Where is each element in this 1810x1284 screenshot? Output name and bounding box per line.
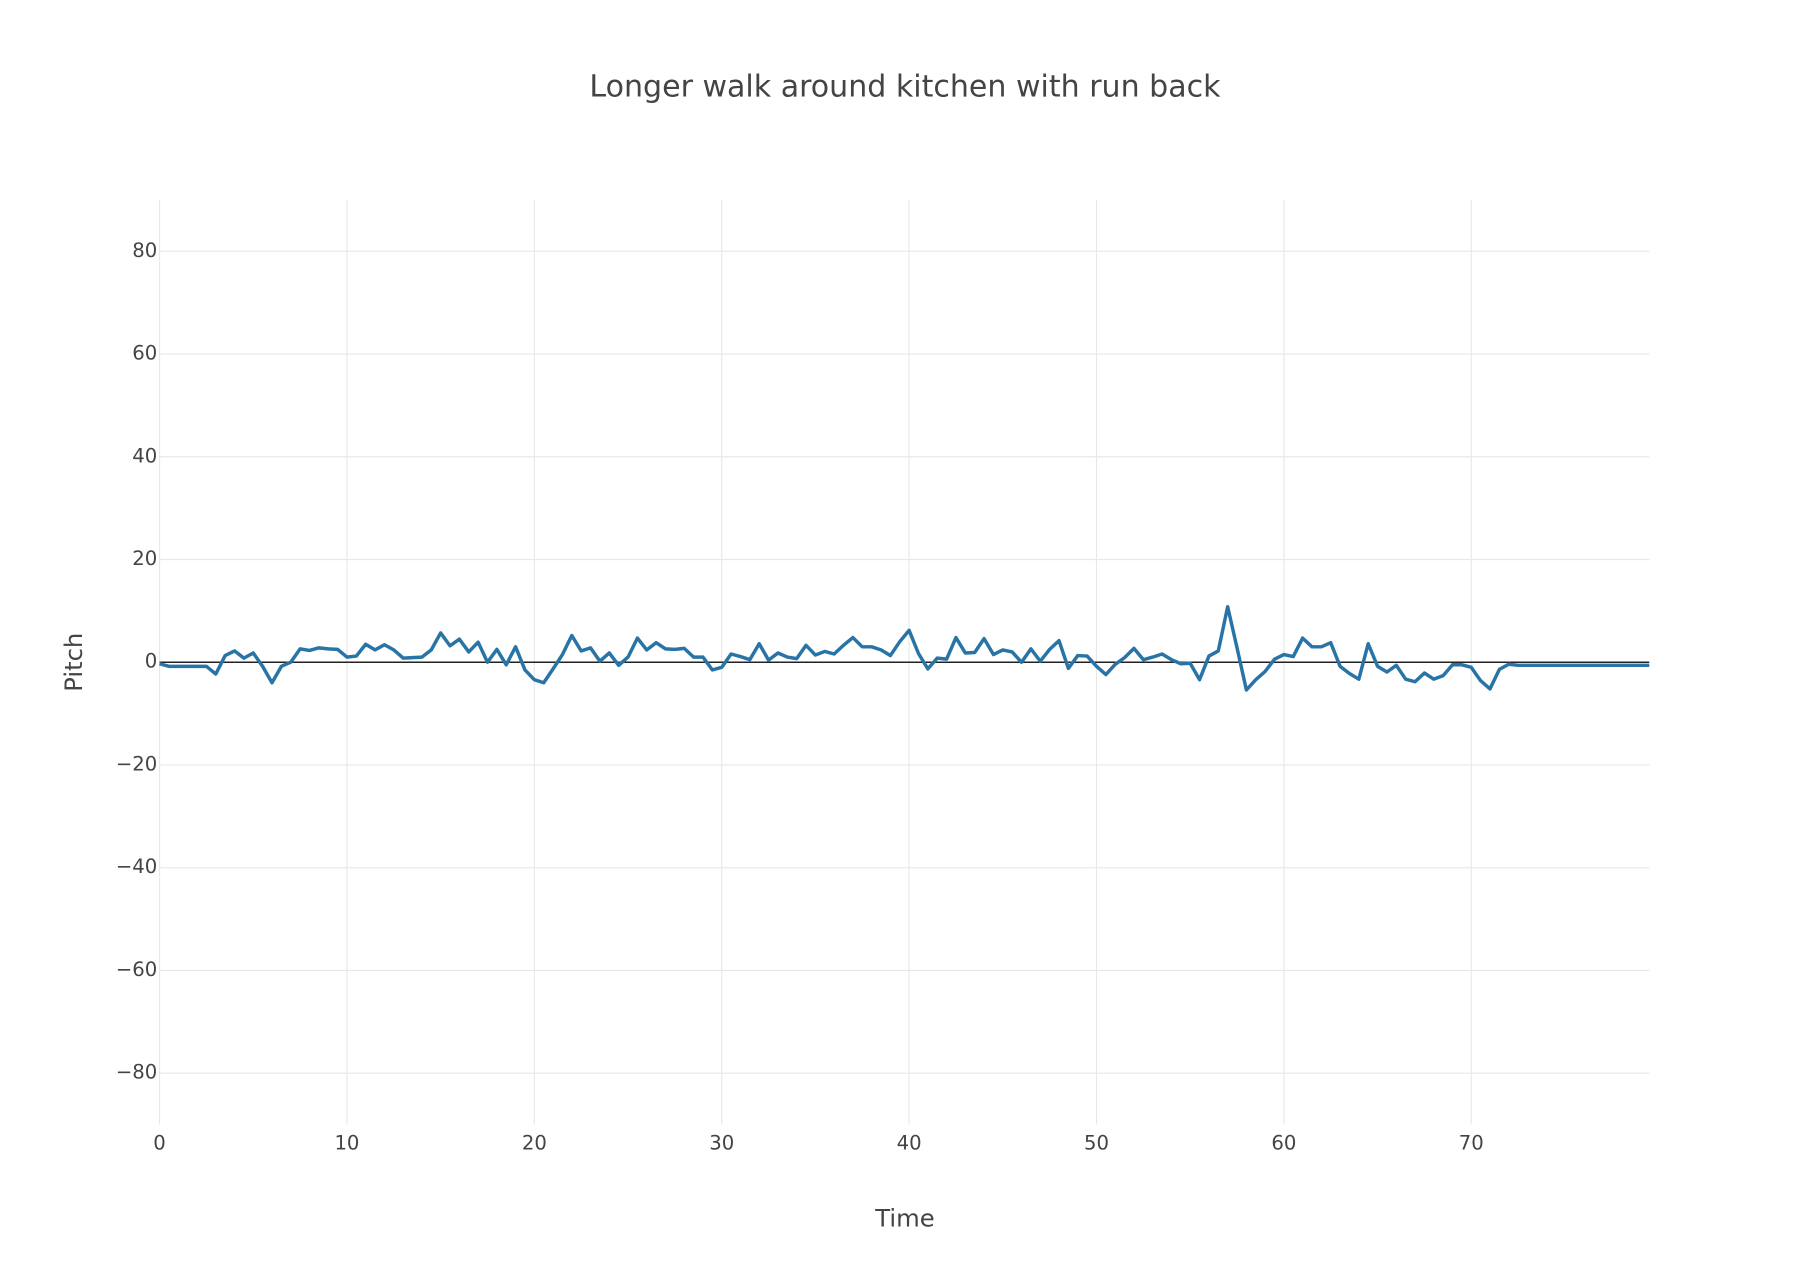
y-tick-label: 20 xyxy=(132,547,157,570)
data-line xyxy=(159,605,1650,692)
y-tick-label: −80 xyxy=(116,1061,157,1084)
chart-title: Longer walk around kitchen with run back xyxy=(589,69,1221,104)
y-tick-label: −40 xyxy=(116,855,157,878)
y-tick-label: −60 xyxy=(116,958,157,981)
x-axis-title: Time xyxy=(874,1203,934,1232)
y-axis-title: Pitch xyxy=(59,633,88,692)
x-tick-label: 20 xyxy=(522,1132,547,1155)
y-tick-label: 40 xyxy=(132,444,157,467)
x-tick-label: 0 xyxy=(153,1132,166,1155)
x-tick-label: 60 xyxy=(1271,1132,1296,1155)
x-tick-label: 30 xyxy=(709,1132,734,1155)
x-tick-label: 70 xyxy=(1459,1132,1484,1155)
y-tick-label: 60 xyxy=(132,342,157,365)
y-tick-label: 0 xyxy=(145,650,158,673)
y-tick-label: −20 xyxy=(116,752,157,775)
y-tick-label: 80 xyxy=(132,239,157,262)
x-tick-label: 40 xyxy=(897,1132,922,1155)
x-tick-label: 50 xyxy=(1084,1132,1109,1155)
x-tick-label: 10 xyxy=(334,1132,359,1155)
